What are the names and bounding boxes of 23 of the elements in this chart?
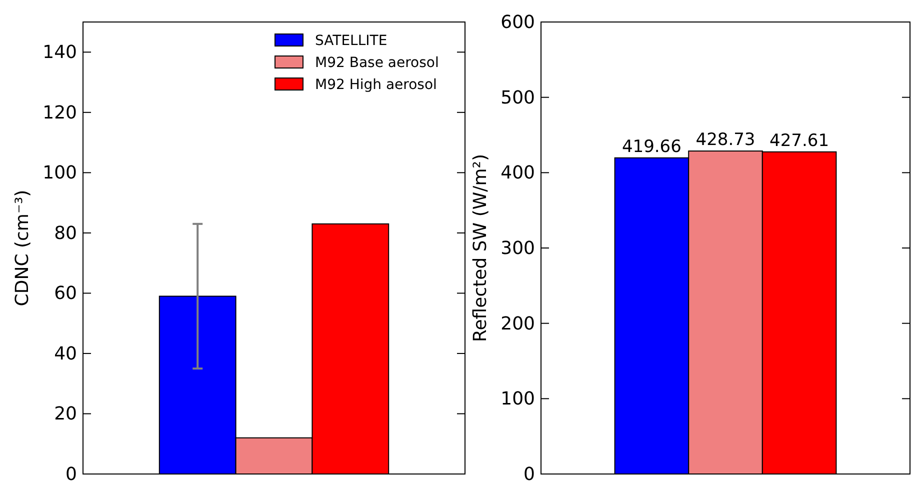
y-tick-label: 40 xyxy=(54,343,77,364)
legend-label: M92 High aerosol xyxy=(315,77,437,93)
y-tick-label: 0 xyxy=(524,464,535,485)
y-tick-label: 0 xyxy=(66,464,77,485)
y-tick-label: 120 xyxy=(42,102,77,124)
data-label: 419.66 xyxy=(622,136,682,157)
data-label: 427.61 xyxy=(770,130,830,151)
y-axis-title: CDNC (cm⁻³) xyxy=(12,190,33,306)
y-tick-label: 140 xyxy=(42,42,77,64)
legend-label: M92 Base aerosol xyxy=(315,55,439,71)
y-tick-label: 80 xyxy=(54,222,77,244)
y-tick-label: 500 xyxy=(500,87,535,108)
y-tick-label: 100 xyxy=(500,388,535,410)
legend-label: SATELLITE xyxy=(315,33,388,49)
y-tick-label: 200 xyxy=(500,313,535,334)
y-tick-label: 60 xyxy=(54,283,77,304)
y-tick-label: 20 xyxy=(54,404,77,425)
data-label: 428.73 xyxy=(696,130,756,150)
y-tick-label: 100 xyxy=(42,162,77,184)
y-tick-label: 300 xyxy=(500,238,535,259)
y-axis-title: Reflected SW (W/m²) xyxy=(470,154,491,342)
y-tick-label: 600 xyxy=(500,12,535,33)
y-tick-label: 400 xyxy=(500,162,535,184)
